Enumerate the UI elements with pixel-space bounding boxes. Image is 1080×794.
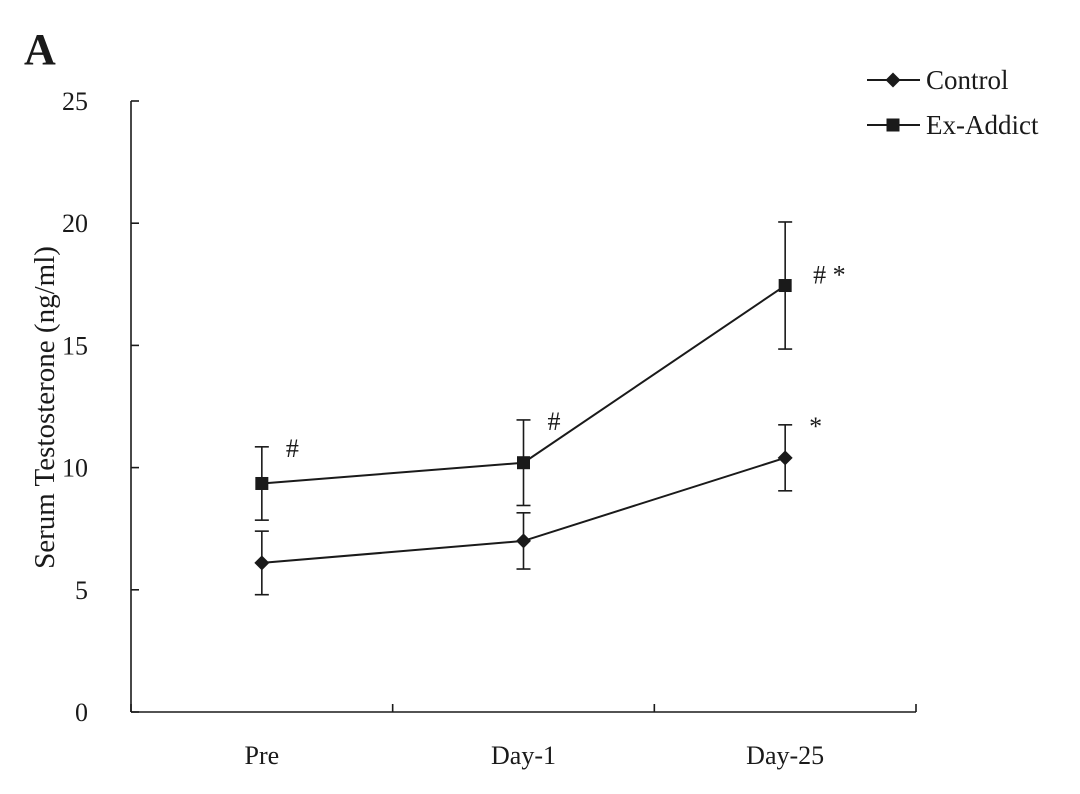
y-tick-label: 0 bbox=[75, 698, 88, 727]
y-tick-label: 10 bbox=[62, 454, 88, 483]
y-tick-label: 25 bbox=[62, 87, 88, 116]
x-tick-label: Pre bbox=[244, 741, 279, 770]
x-tick-label: Day-1 bbox=[491, 741, 556, 770]
data-point bbox=[777, 450, 793, 466]
data-point bbox=[516, 533, 531, 549]
y-tick-label: 5 bbox=[75, 576, 88, 605]
data-point bbox=[517, 456, 530, 470]
significance-marker: # * bbox=[813, 261, 846, 290]
series-control: * bbox=[254, 412, 822, 596]
data-point bbox=[255, 476, 269, 490]
legend-marker bbox=[885, 72, 901, 88]
panel-label: A bbox=[24, 25, 56, 74]
series-layer: * # # # * bbox=[254, 221, 846, 596]
x-tick-label: Day-25 bbox=[746, 741, 824, 770]
legend-marker bbox=[886, 118, 900, 132]
legend: Control Ex-Addict bbox=[867, 65, 1039, 140]
legend-item-ex-addict: Ex-Addict bbox=[867, 110, 1039, 140]
significance-marker: * bbox=[809, 412, 822, 441]
data-point bbox=[778, 279, 792, 293]
significance-marker: # bbox=[548, 407, 561, 436]
y-axis-title: Serum Testosterone (ng/ml) bbox=[29, 246, 61, 569]
y-tick-label: 15 bbox=[62, 331, 88, 360]
series-ex-addict: # # # * bbox=[254, 221, 846, 521]
significance-marker: # bbox=[286, 434, 299, 463]
axes: 0 5 10 15 20 25 Pre Day-1 Day-25 Serum Testostero… bbox=[29, 87, 917, 770]
legend-label: Control bbox=[926, 65, 1009, 95]
y-tick-label: 20 bbox=[62, 209, 88, 238]
legend-item-control: Control bbox=[867, 65, 1009, 95]
data-point bbox=[254, 555, 270, 571]
legend-label: Ex-Addict bbox=[926, 110, 1039, 140]
